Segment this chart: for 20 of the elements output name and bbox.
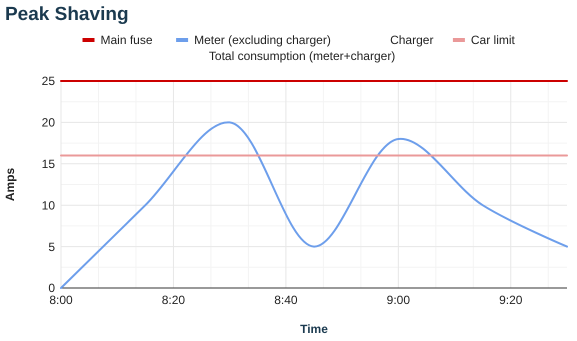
y-tick-label: 20 bbox=[42, 116, 56, 130]
x-tick-label: 8:40 bbox=[274, 293, 298, 307]
y-tick-label: 15 bbox=[42, 157, 56, 171]
x-tick-label: 8:00 bbox=[49, 293, 73, 307]
legend-label: Meter (excluding charger) bbox=[194, 33, 331, 47]
legend-label: Car limit bbox=[470, 33, 516, 47]
text: Charger bbox=[390, 33, 434, 47]
x-tick-label: 9:20 bbox=[499, 293, 523, 307]
legend-label: Main fuse bbox=[100, 33, 153, 47]
x-tick-label: 9:00 bbox=[386, 293, 410, 307]
x-tick-label: 8:20 bbox=[162, 293, 186, 307]
y-tick-label: 10 bbox=[42, 198, 56, 212]
text: Total consumption (meter+charger) bbox=[208, 49, 396, 63]
x-axis-title: Time bbox=[300, 322, 328, 336]
line-series bbox=[60, 121, 568, 289]
chart-title: Peak Shaving bbox=[5, 4, 129, 25]
y-axis-title: Amps bbox=[3, 168, 17, 202]
y-tick-label: 0 bbox=[48, 281, 56, 296]
y-tick-label: 25 bbox=[42, 74, 56, 88]
y-tick-label: 5 bbox=[48, 240, 56, 254]
